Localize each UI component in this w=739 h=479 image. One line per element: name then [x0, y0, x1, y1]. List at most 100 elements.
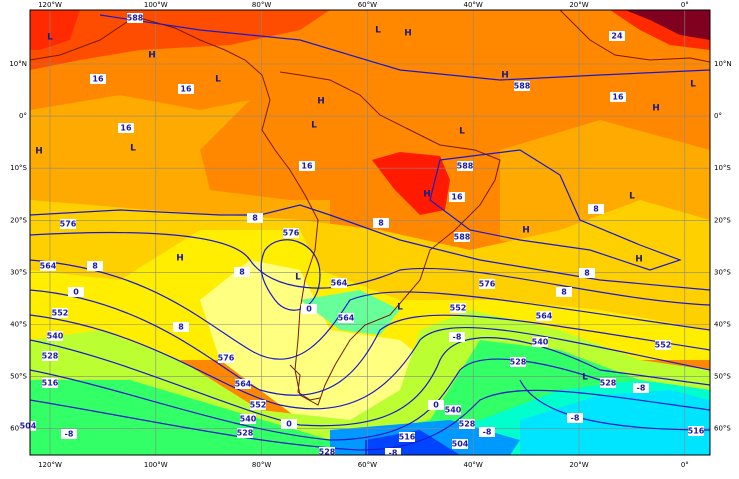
- contour-label: 8: [561, 288, 567, 297]
- contour-line: [519, 379, 710, 431]
- contour-label-bg: [454, 232, 470, 242]
- contour-label: 16: [92, 75, 104, 84]
- contour-label-bg: [610, 92, 626, 102]
- lon-label: 20°W: [569, 1, 588, 9]
- pressure-center: L: [690, 80, 696, 90]
- contour-label-bg: [42, 378, 58, 388]
- contour-label: 8: [584, 269, 590, 278]
- lon-label: 40°W: [464, 461, 483, 469]
- contour-label: -8: [453, 333, 462, 342]
- contour-label-bg: [399, 432, 415, 442]
- contour-label: 8: [178, 323, 184, 332]
- contour-label-bg: [449, 332, 465, 342]
- contour-label: 8: [593, 205, 599, 214]
- contour-label-bg: [61, 429, 77, 439]
- lon-label: 100°W: [144, 461, 168, 469]
- lat-label: 0°: [19, 112, 27, 120]
- contour-label: 0: [73, 288, 79, 297]
- contour-label: 0: [306, 305, 312, 314]
- contour-label: 564: [235, 380, 252, 389]
- contour-label: 16: [180, 85, 192, 94]
- pressure-center: L: [130, 144, 136, 154]
- coastline: [139, 17, 501, 406]
- contour-label-bg: [178, 84, 194, 94]
- map-labels: 120°W 120°W 100°W 100°W 80°W 80°W 60°W 60°W 40°W…: [9, 1, 731, 469]
- contour-label-bg: [567, 413, 583, 423]
- pressure-center: L: [215, 75, 221, 85]
- contour-label: 576: [283, 229, 300, 238]
- contour-label-bg: [579, 268, 595, 278]
- contour-label: 564: [331, 279, 348, 288]
- field-maroon: [625, 10, 710, 40]
- pressure-center: L: [459, 127, 465, 137]
- lon-label: 0°: [681, 461, 689, 469]
- lon-label: 60°W: [358, 1, 377, 9]
- contour-label: 564: [338, 314, 355, 323]
- contour-label-bg: [510, 357, 526, 367]
- contour-label: -8: [483, 428, 492, 437]
- contour-label-bg: [237, 428, 253, 438]
- contour-label-bg: [688, 426, 704, 436]
- lat-label: 30°S: [10, 268, 27, 276]
- contour-label: 540: [532, 338, 549, 347]
- contour-label: 516: [42, 379, 59, 388]
- coastline: [289, 364, 321, 401]
- contour-label: 528: [319, 448, 336, 457]
- contour-label: 564: [536, 312, 553, 321]
- contour-label-bg: [588, 204, 604, 214]
- contour-label-bg: [42, 351, 58, 361]
- contour-label-bg: [600, 378, 616, 388]
- pressure-center: H: [522, 226, 530, 236]
- pressure-center: H: [35, 147, 43, 157]
- contour-label: -8: [571, 414, 580, 423]
- contour-label-bg: [445, 405, 461, 415]
- contour-line: [99, 14, 710, 81]
- contour-line: [260, 239, 321, 311]
- lon-label: 60°W: [358, 461, 377, 469]
- contour-label-bg: [331, 278, 347, 288]
- contour-label-bg: [514, 81, 530, 91]
- field-red: [30, 10, 330, 70]
- contour-label-bg: [319, 447, 335, 457]
- contour-label-bg: [90, 74, 106, 84]
- lat-label: 10°S: [10, 164, 27, 172]
- lat-label: 10°N: [714, 60, 732, 68]
- contour-label: 576: [479, 280, 496, 289]
- contour-label: 528: [600, 379, 617, 388]
- lon-label: 100°W: [144, 1, 168, 9]
- pressure-center: H: [404, 29, 412, 39]
- contour-label: 552: [250, 401, 267, 410]
- contours: [30, 14, 710, 451]
- pressure-center: L: [582, 373, 588, 383]
- contour-label: 528: [42, 352, 59, 361]
- pressure-center: H: [176, 254, 184, 264]
- contour-label: 8: [92, 262, 98, 271]
- contour-label-bg: [655, 340, 671, 350]
- contour-label-bg: [609, 31, 625, 41]
- contour-label-bg: [450, 303, 466, 313]
- contour-label: -8: [389, 449, 398, 458]
- coastlines: [30, 10, 710, 406]
- coastline: [559, 10, 710, 63]
- pressure-center: H: [501, 71, 509, 81]
- contour-label: 576: [218, 354, 235, 363]
- contour-label-bg: [68, 287, 84, 297]
- contour-label: 24: [611, 32, 623, 41]
- lat-label: 60°S: [714, 425, 731, 433]
- pressure-center: H: [635, 255, 643, 265]
- lon-label: 120°W: [38, 461, 62, 469]
- contour-line: [30, 204, 710, 291]
- contour-label-bg: [633, 383, 649, 393]
- contour-label: 564: [40, 262, 57, 271]
- contour-label-bg: [47, 331, 63, 341]
- contour-label-bg: [385, 448, 401, 458]
- lat-label: 30°S: [714, 268, 731, 276]
- contour-label: 504: [452, 440, 469, 449]
- contour-label: 528: [510, 358, 527, 367]
- contour-label: 540: [240, 415, 257, 424]
- pressure-center: L: [375, 26, 381, 36]
- contour-label: 588: [454, 233, 471, 242]
- contour-label-bg: [428, 400, 444, 410]
- lat-label: 10°S: [714, 164, 731, 172]
- contour-label-bg: [479, 279, 495, 289]
